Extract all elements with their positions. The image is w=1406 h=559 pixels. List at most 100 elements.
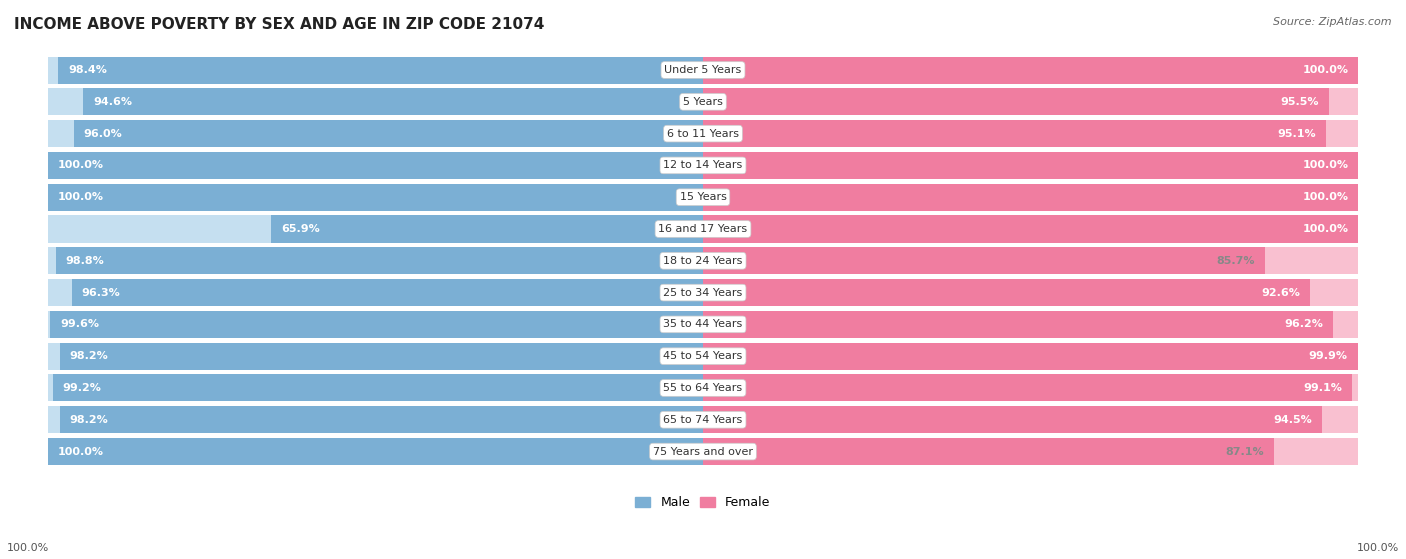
Bar [703, 375, 1353, 401]
Bar [703, 184, 1358, 211]
Bar [48, 247, 1358, 274]
Text: 99.9%: 99.9% [1309, 351, 1348, 361]
Bar [48, 375, 703, 401]
Text: 100.0%: 100.0% [7, 543, 49, 553]
Text: Under 5 Years: Under 5 Years [665, 65, 741, 75]
Bar [59, 343, 703, 369]
Text: 85.7%: 85.7% [1216, 256, 1254, 266]
Bar [703, 247, 1264, 274]
Text: 15 Years: 15 Years [679, 192, 727, 202]
Bar [56, 247, 703, 274]
Text: 65 to 74 Years: 65 to 74 Years [664, 415, 742, 425]
Bar [703, 88, 1358, 115]
Text: 100.0%: 100.0% [58, 447, 104, 457]
Bar [48, 56, 703, 83]
Text: 5 Years: 5 Years [683, 97, 723, 107]
Bar [59, 406, 703, 433]
Bar [48, 279, 703, 306]
Bar [48, 120, 1358, 147]
Bar [271, 215, 703, 243]
Bar [48, 279, 1358, 306]
Text: 100.0%: 100.0% [1302, 224, 1348, 234]
Text: 99.2%: 99.2% [63, 383, 101, 393]
Text: 94.5%: 94.5% [1274, 415, 1312, 425]
Bar [48, 375, 1358, 401]
Bar [53, 375, 703, 401]
Bar [48, 438, 703, 465]
Bar [48, 88, 703, 115]
Bar [48, 215, 1358, 243]
Text: 25 to 34 Years: 25 to 34 Years [664, 287, 742, 297]
Text: 96.2%: 96.2% [1285, 319, 1323, 329]
Text: 87.1%: 87.1% [1225, 447, 1264, 457]
Text: 100.0%: 100.0% [1302, 160, 1348, 170]
Text: 95.5%: 95.5% [1281, 97, 1319, 107]
Bar [703, 438, 1358, 465]
Bar [48, 343, 1358, 369]
Bar [703, 311, 1333, 338]
Bar [48, 406, 1358, 433]
Text: 100.0%: 100.0% [58, 160, 104, 170]
Text: 98.8%: 98.8% [66, 256, 104, 266]
Bar [75, 120, 703, 147]
Text: 65.9%: 65.9% [281, 224, 319, 234]
Bar [48, 152, 703, 179]
Text: 98.2%: 98.2% [69, 351, 108, 361]
Text: 96.0%: 96.0% [84, 129, 122, 139]
Text: 6 to 11 Years: 6 to 11 Years [666, 129, 740, 139]
Text: 92.6%: 92.6% [1261, 287, 1301, 297]
Bar [703, 152, 1358, 179]
Text: 94.6%: 94.6% [93, 97, 132, 107]
Bar [48, 88, 1358, 115]
Bar [703, 184, 1358, 211]
Bar [48, 184, 1358, 211]
Bar [703, 88, 1329, 115]
Bar [703, 120, 1326, 147]
Bar [72, 279, 703, 306]
Text: 35 to 44 Years: 35 to 44 Years [664, 319, 742, 329]
Text: 12 to 14 Years: 12 to 14 Years [664, 160, 742, 170]
Bar [703, 311, 1358, 338]
Text: 96.3%: 96.3% [82, 287, 121, 297]
Text: 100.0%: 100.0% [1302, 192, 1348, 202]
Bar [48, 120, 703, 147]
Text: INCOME ABOVE POVERTY BY SEX AND AGE IN ZIP CODE 21074: INCOME ABOVE POVERTY BY SEX AND AGE IN Z… [14, 17, 544, 32]
Bar [703, 406, 1358, 433]
Text: 55 to 64 Years: 55 to 64 Years [664, 383, 742, 393]
Bar [48, 311, 1358, 338]
Text: 99.6%: 99.6% [60, 319, 100, 329]
Bar [703, 279, 1310, 306]
Text: 100.0%: 100.0% [58, 192, 104, 202]
Bar [703, 406, 1322, 433]
Bar [58, 56, 703, 83]
Bar [48, 56, 1358, 83]
Bar [703, 215, 1358, 243]
Bar [703, 279, 1358, 306]
Bar [83, 88, 703, 115]
Legend: Male, Female: Male, Female [630, 491, 776, 514]
Text: 45 to 54 Years: 45 to 54 Years [664, 351, 742, 361]
Bar [48, 438, 703, 465]
Text: 16 and 17 Years: 16 and 17 Years [658, 224, 748, 234]
Text: 95.1%: 95.1% [1278, 129, 1316, 139]
Bar [48, 184, 703, 211]
Bar [703, 438, 1274, 465]
Bar [48, 152, 1358, 179]
Text: Source: ZipAtlas.com: Source: ZipAtlas.com [1274, 17, 1392, 27]
Bar [48, 343, 703, 369]
Bar [703, 247, 1358, 274]
Bar [48, 406, 703, 433]
Bar [703, 375, 1358, 401]
Bar [48, 184, 703, 211]
Bar [48, 247, 703, 274]
Bar [703, 152, 1358, 179]
Text: 98.4%: 98.4% [67, 65, 107, 75]
Bar [48, 152, 703, 179]
Bar [48, 311, 703, 338]
Bar [48, 215, 703, 243]
Text: 100.0%: 100.0% [1302, 65, 1348, 75]
Bar [48, 438, 1358, 465]
Text: 98.2%: 98.2% [69, 415, 108, 425]
Text: 99.1%: 99.1% [1303, 383, 1343, 393]
Bar [703, 343, 1358, 369]
